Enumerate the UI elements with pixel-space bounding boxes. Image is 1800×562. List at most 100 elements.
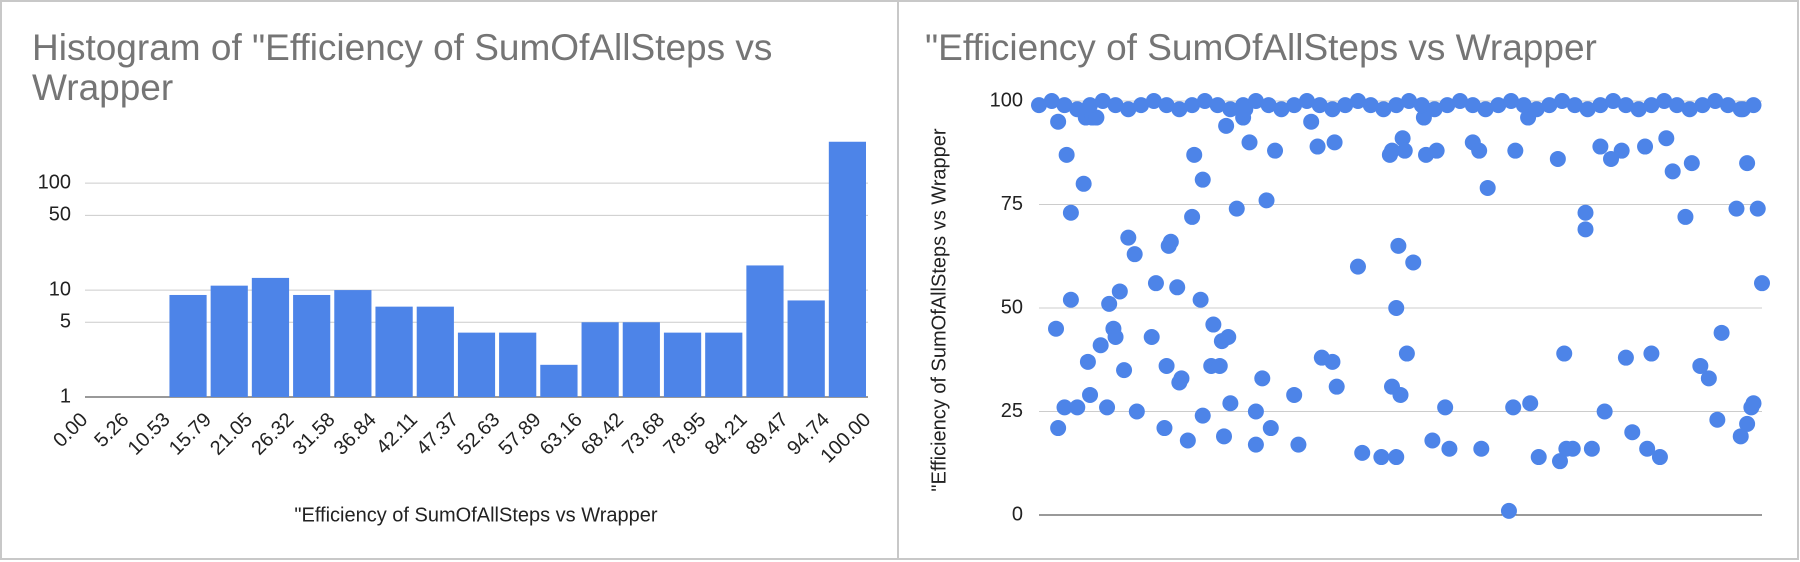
point	[1260, 97, 1277, 114]
point	[1596, 403, 1613, 420]
point	[1554, 93, 1571, 109]
point	[1211, 357, 1228, 374]
point	[1205, 316, 1222, 333]
point	[1262, 420, 1279, 437]
point	[1120, 101, 1137, 118]
point	[1424, 432, 1441, 449]
point	[1719, 97, 1736, 114]
point	[1158, 97, 1175, 114]
bar	[787, 300, 825, 397]
x-tick-label: 15.79	[165, 409, 216, 460]
point	[1749, 200, 1766, 217]
bar	[581, 322, 619, 397]
bar	[499, 332, 537, 397]
point	[1050, 113, 1067, 130]
point	[1286, 386, 1303, 403]
point	[1566, 97, 1583, 114]
point	[1683, 155, 1700, 172]
point	[1162, 233, 1179, 250]
point	[1579, 101, 1596, 118]
point	[1088, 109, 1105, 126]
point	[1373, 449, 1390, 466]
point	[1056, 399, 1073, 416]
point	[1062, 204, 1079, 221]
point	[1222, 101, 1239, 118]
y-tick-label: 100	[990, 89, 1023, 111]
x-tick-label: 0.00	[49, 409, 92, 452]
point	[1222, 395, 1239, 412]
point	[1050, 420, 1067, 437]
point	[1739, 415, 1756, 432]
point	[1362, 97, 1379, 114]
point	[1479, 179, 1496, 196]
point	[1694, 97, 1711, 114]
point	[1056, 97, 1073, 114]
point	[1707, 93, 1724, 109]
point	[1258, 192, 1275, 209]
x-tick-label: 10.53	[124, 409, 175, 460]
point	[1643, 345, 1660, 362]
point	[1349, 93, 1366, 109]
point	[1247, 403, 1264, 420]
point	[1745, 97, 1762, 114]
y-tick-label: 10	[49, 278, 71, 300]
bar	[334, 290, 372, 397]
point	[1069, 399, 1086, 416]
bar	[169, 294, 207, 397]
point	[1184, 208, 1201, 225]
point	[1218, 117, 1235, 134]
point	[1556, 345, 1573, 362]
chart-title: Histogram of "Efficiency of SumOfAllStep…	[32, 27, 773, 108]
point	[1158, 357, 1175, 374]
point	[1428, 142, 1445, 159]
point	[1324, 353, 1341, 370]
point	[1062, 291, 1079, 308]
point	[1194, 407, 1211, 424]
point	[1241, 134, 1258, 151]
point	[1286, 97, 1303, 114]
point	[1617, 97, 1634, 114]
point	[1235, 97, 1252, 114]
point	[1639, 440, 1656, 457]
point	[1247, 436, 1264, 453]
point	[1549, 150, 1566, 167]
point	[1452, 93, 1469, 109]
point	[1473, 440, 1490, 457]
point	[1394, 130, 1411, 147]
point	[1664, 163, 1681, 180]
point	[1658, 130, 1675, 147]
point	[1337, 97, 1354, 114]
point	[1643, 97, 1660, 114]
y-axis-title: "Efficiency of SumOfAllSteps vs Wrapper	[928, 128, 950, 492]
point	[1192, 291, 1209, 308]
point	[1128, 403, 1145, 420]
point	[1107, 328, 1124, 345]
chart-title: "Efficiency of SumOfAllSteps vs Wrapper	[925, 27, 1597, 68]
x-tick-label: 63.16	[536, 409, 587, 460]
x-tick-label: 26.32	[247, 409, 298, 460]
y-tick-label: 5	[60, 311, 71, 333]
point	[1490, 97, 1507, 114]
point	[1398, 345, 1415, 362]
point	[1179, 432, 1196, 449]
point	[1120, 229, 1137, 246]
point	[1388, 300, 1405, 316]
point	[1043, 93, 1060, 109]
point	[1228, 200, 1245, 217]
point	[1732, 428, 1749, 445]
point	[1637, 138, 1654, 155]
point	[1630, 101, 1647, 118]
point	[1169, 279, 1186, 296]
x-axis-title: "Efficiency of SumOfAllSteps vs Wrapper	[294, 504, 658, 526]
x-tick-label: 78.95	[659, 409, 710, 460]
point	[1728, 200, 1745, 217]
point	[1107, 97, 1124, 114]
point	[1079, 353, 1096, 370]
bar	[663, 332, 702, 397]
point	[1133, 97, 1150, 114]
point	[1530, 449, 1547, 466]
bar	[375, 306, 413, 397]
point	[1732, 101, 1749, 118]
point	[1592, 97, 1609, 114]
point	[1082, 97, 1099, 114]
